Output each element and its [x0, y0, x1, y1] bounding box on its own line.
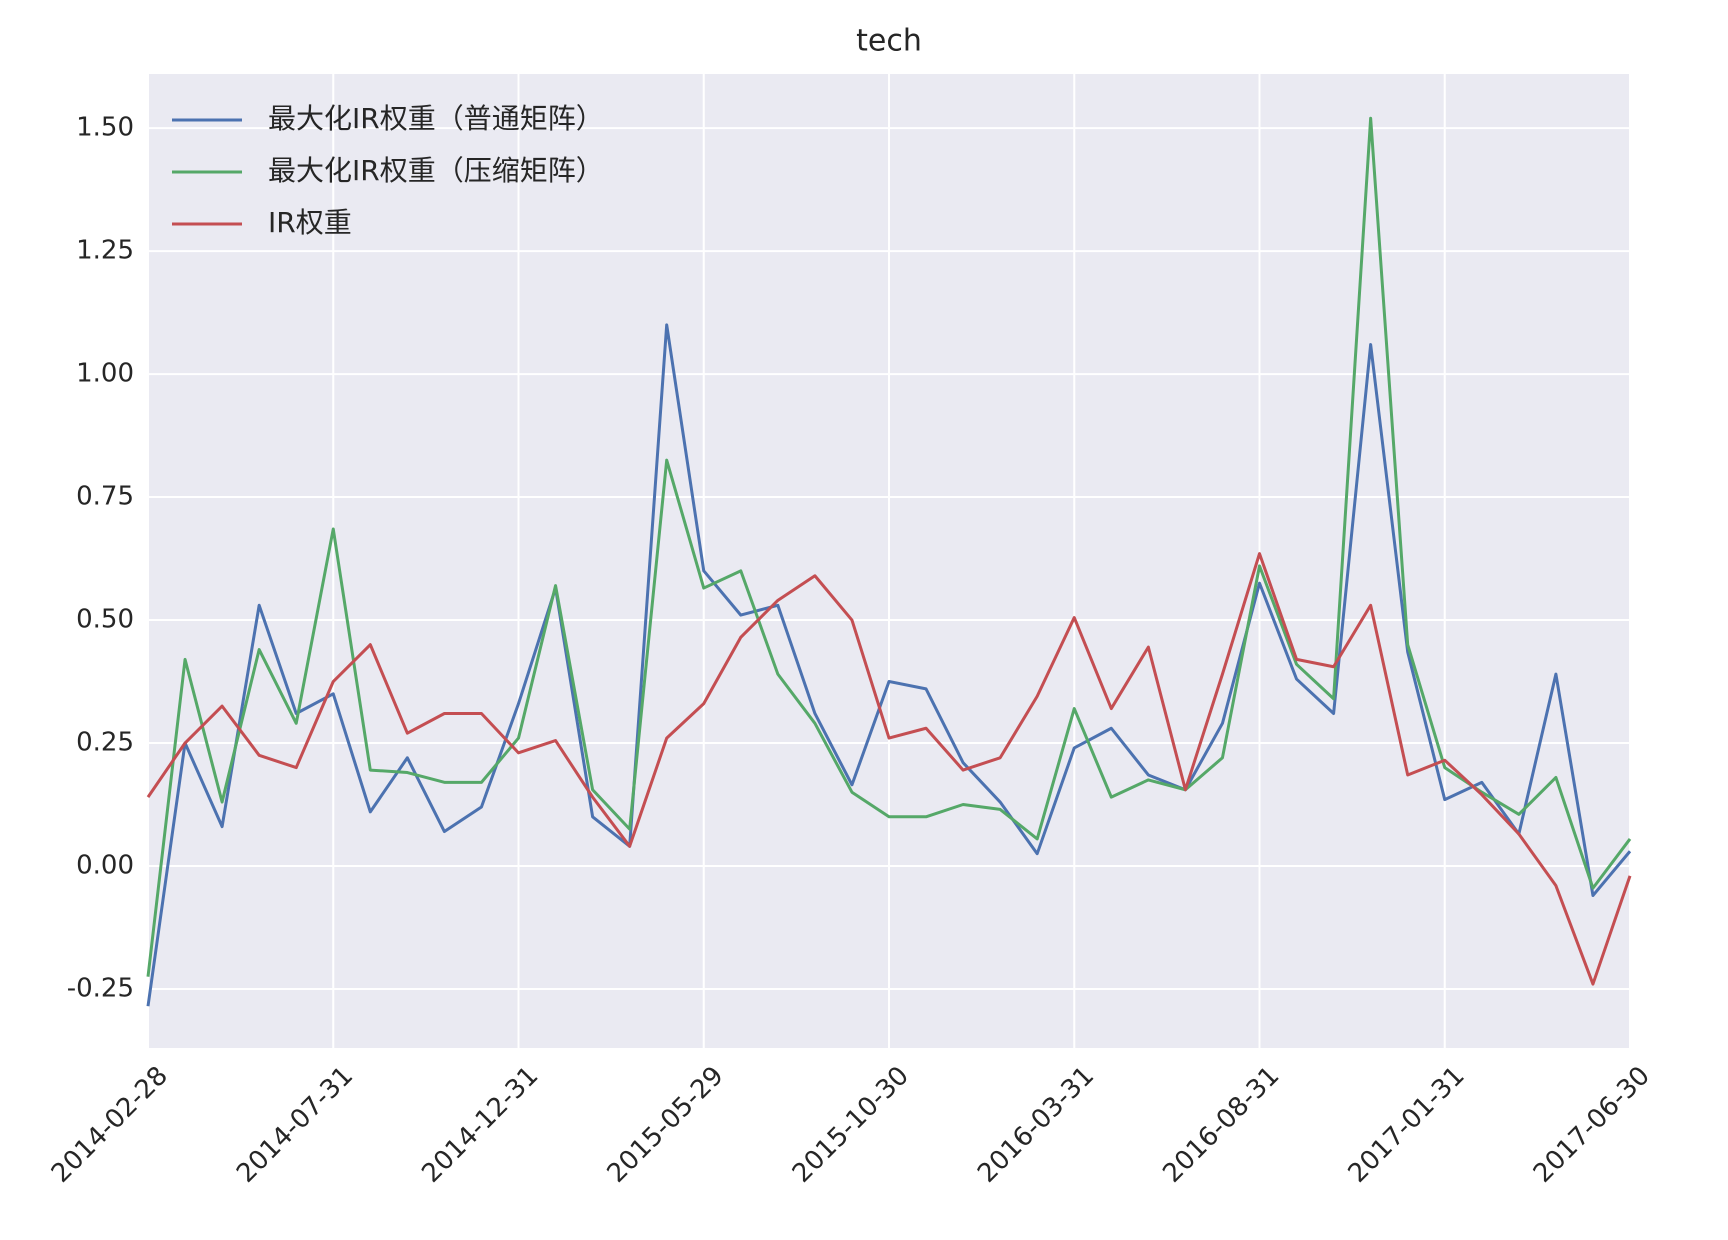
series-line — [146, 323, 1632, 1007]
x-tick-label: 2016-08-31 — [1157, 1061, 1285, 1189]
series-line — [146, 116, 1632, 977]
chart-title: tech — [856, 24, 922, 59]
legend-label: 最大化IR权重（压缩矩阵） — [268, 154, 604, 187]
y-tick-label: 0.50 — [76, 605, 134, 635]
x-tick-label: 2015-05-29 — [602, 1061, 730, 1189]
x-tick-label: 2014-12-31 — [416, 1061, 544, 1189]
y-tick-label: -0.25 — [67, 973, 134, 1003]
y-tick-label: 0.00 — [76, 850, 134, 880]
y-tick-label: 1.25 — [76, 236, 134, 266]
y-tick-label: 1.00 — [76, 359, 134, 389]
legend-label: IR权重 — [268, 206, 352, 239]
x-tick-label: 2016-03-31 — [972, 1061, 1100, 1189]
x-tick-label: 2017-01-31 — [1343, 1061, 1471, 1189]
series-line — [146, 552, 1632, 986]
x-tick-label: 2014-07-31 — [231, 1061, 359, 1189]
x-tick-label: 2014-02-28 — [46, 1061, 174, 1189]
y-tick-label: 0.25 — [76, 728, 134, 758]
legend-label: 最大化IR权重（普通矩阵） — [268, 102, 604, 135]
y-tick-label: 1.50 — [76, 113, 134, 143]
y-tick-label: 0.75 — [76, 482, 134, 512]
x-tick-label: 2017-06-30 — [1528, 1061, 1656, 1189]
x-tick-label: 2015-10-30 — [787, 1061, 915, 1189]
